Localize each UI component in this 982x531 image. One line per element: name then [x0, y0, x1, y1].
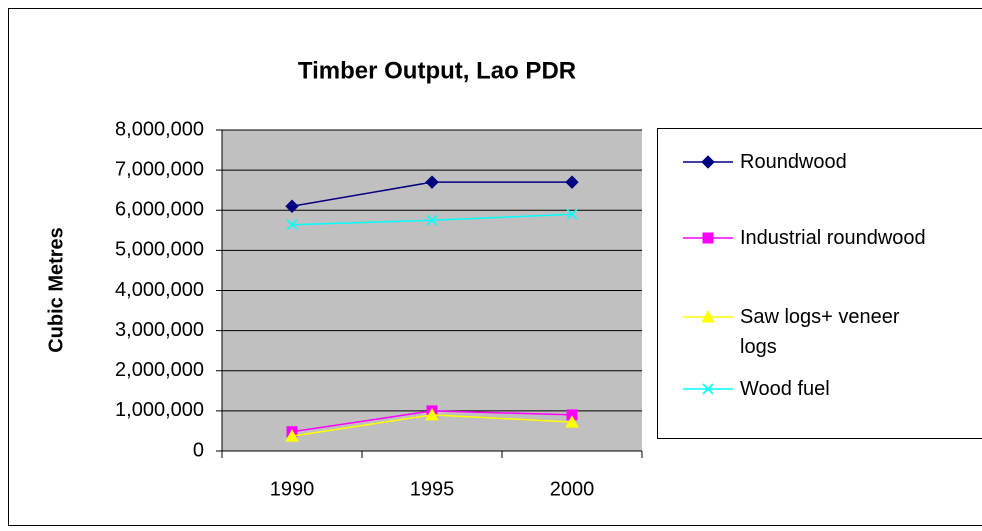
- y-tick-label: 7,000,000: [115, 158, 204, 180]
- legend-label: Roundwood: [740, 151, 847, 173]
- legend-marker: [702, 383, 714, 395]
- x-tick-label: 1990: [270, 478, 315, 500]
- chart-title: Timber Output, Lao PDR: [298, 57, 576, 84]
- y-tick-label: 1,000,000: [115, 399, 204, 421]
- data-point: [565, 415, 579, 428]
- data-point: [285, 199, 299, 213]
- x-tick-label: 1995: [410, 478, 455, 500]
- legend-label: Industrial roundwood: [740, 227, 926, 249]
- legend-box: [657, 128, 982, 439]
- x-tick-label: 2000: [550, 478, 595, 500]
- data-point: [426, 214, 438, 226]
- legend-label: Saw logs+ veneer logs: [740, 306, 900, 358]
- y-tick-label: 4,000,000: [115, 279, 204, 301]
- y-tick-label: 0: [193, 439, 204, 461]
- data-point: [425, 175, 439, 189]
- y-tick-label: 6,000,000: [115, 199, 204, 221]
- y-tick-label: 2,000,000: [115, 359, 204, 381]
- y-tick-label: 3,000,000: [115, 319, 204, 341]
- legend-label: Wood fuel: [740, 378, 830, 400]
- legend-marker: [701, 155, 715, 169]
- data-point: [566, 208, 578, 220]
- y-tick-label: 8,000,000: [115, 118, 204, 140]
- data-point: [565, 175, 579, 189]
- y-axis-label: Cubic Metres: [45, 227, 67, 353]
- data-point: [286, 219, 298, 231]
- data-point: [285, 429, 299, 442]
- data-point: [425, 407, 439, 421]
- legend-marker: [701, 309, 715, 323]
- y-tick-label: 5,000,000: [115, 239, 204, 261]
- legend-marker: [702, 232, 714, 244]
